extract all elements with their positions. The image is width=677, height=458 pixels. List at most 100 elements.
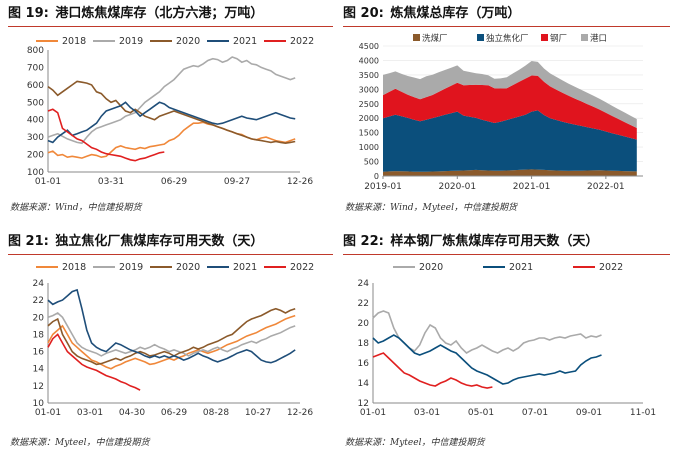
source-note: 数据来源：Myteel，中信建投期货 (10, 438, 150, 448)
figure-number: 图 21: (8, 234, 49, 249)
x-tick-label: 11-01 (630, 408, 656, 418)
series-line-2022 (47, 333, 141, 391)
title-rule (8, 26, 333, 27)
title-rule (343, 254, 670, 255)
figure-title: 炼焦煤总库存（万吨） (390, 6, 521, 21)
y-tick-label: 0 (374, 172, 379, 181)
figure-number: 图 22: (343, 234, 384, 249)
area-独立焦化厂 (383, 110, 637, 172)
panel-fig22: 图 22: 样本钢厂炼焦煤库存可用天数（天） 12 14 16 18 20 22 24 01-… (343, 232, 670, 454)
x-tick-label: 2020-01 (438, 182, 476, 192)
y-tick-label: 14 (33, 365, 45, 375)
y-tick-label: 200 (27, 151, 44, 161)
x-tick-label: 12-26 (287, 177, 313, 187)
legend-label: 2020 (176, 262, 200, 273)
figure-title: 港口炼焦煤库存（北方六港；万吨） (55, 6, 264, 21)
y-tick-label: 16 (358, 359, 370, 369)
x-tick-label: 08-28 (203, 408, 229, 418)
chart-title: 图 22: 样本钢厂炼焦煤库存可用天数（天） (343, 232, 670, 252)
legend-swatch (413, 34, 420, 41)
legend-label: 2021 (233, 262, 257, 273)
y-tick-label: 10 (33, 399, 45, 409)
x-tick-label: 03-31 (98, 177, 124, 187)
y-tick-label: 24 (358, 279, 370, 289)
x-tick-label: 10-27 (245, 408, 271, 418)
area-洗煤厂 (383, 169, 637, 176)
x-tick-label: 04-30 (119, 408, 145, 418)
x-tick-label: 2022-01 (587, 182, 625, 192)
y-tick-label: 2500 (359, 100, 379, 109)
chart-title: 图 19: 港口炼焦煤库存（北方六港；万吨） (8, 4, 333, 24)
source-note: 数据来源：Wind，中信建投期货 (10, 203, 142, 213)
y-tick-label: 18 (33, 330, 45, 340)
legend-label: 2022 (599, 262, 623, 273)
legend-label: 2018 (62, 36, 86, 47)
x-tick-label: 06-29 (161, 177, 187, 187)
y-tick-label: 20 (358, 319, 370, 329)
y-tick-label: 500 (27, 98, 44, 108)
series-line-2019 (47, 56, 296, 145)
y-tick-label: 3000 (359, 85, 379, 94)
y-tick-label: 500 (364, 158, 379, 167)
panel-fig19: 图 19: 港口炼焦煤库存（北方六港；万吨） 100 200 300 400 500 60… (8, 4, 333, 224)
series-line-2018 (47, 314, 296, 370)
x-tick-label: 05-01 (468, 408, 494, 418)
panel-fig21: 图 21: 独立焦化厂焦煤库存可用天数（天） 10 12 14 16 18 20 22 24 0… (8, 232, 333, 454)
y-tick-label: 18 (358, 339, 370, 349)
figure-number: 图 20: (343, 6, 384, 21)
y-tick-label: 4500 (359, 42, 379, 51)
legend-label: 2018 (62, 262, 86, 273)
y-tick-label: 400 (27, 116, 44, 126)
series-line-2021 (47, 288, 296, 364)
x-tick-label: 01-01 (35, 408, 61, 418)
area-钢厂 (383, 75, 637, 140)
x-tick-label: 03-01 (414, 408, 440, 418)
series-line-2022 (372, 352, 493, 389)
x-tick-label: 07-01 (522, 408, 548, 418)
area-港口 (383, 61, 637, 128)
y-tick-label: 3500 (359, 71, 379, 80)
legend-label: 2022 (290, 36, 314, 47)
legend-label: 2021 (233, 36, 257, 47)
y-tick-label: 24 (33, 279, 45, 289)
x-tick-label: 09-27 (224, 177, 250, 187)
y-tick-label: 22 (358, 299, 369, 309)
y-tick-label: 20 (33, 313, 45, 323)
x-tick-label: 03-01 (77, 408, 103, 418)
y-tick-label: 300 (27, 133, 44, 143)
series-line-2022 (47, 108, 165, 162)
chart-title: 图 20: 炼焦煤总库存（万吨） (343, 4, 670, 24)
y-tick-label: 16 (33, 348, 45, 358)
series-line-2019 (47, 312, 296, 357)
legend-label: 2020 (419, 262, 443, 273)
x-tick-label: 06-29 (161, 408, 187, 418)
y-tick-label: 14 (358, 379, 370, 389)
title-rule (343, 26, 670, 27)
y-tick-label: 4000 (359, 56, 379, 65)
legend-label: 2019 (119, 262, 143, 273)
y-tick-label: 2000 (359, 114, 379, 123)
legend-label: 2020 (176, 36, 200, 47)
series-line-2021 (372, 334, 602, 385)
y-tick-label: 100 (27, 168, 44, 178)
legend-label: 钢厂 (550, 33, 567, 44)
series-line-2020 (47, 307, 296, 366)
legend-label: 洗煤厂 (422, 33, 448, 44)
x-tick-label: 09-01 (576, 408, 602, 418)
legend-label: 2019 (119, 36, 143, 47)
x-tick-label: 2019-01 (364, 182, 402, 192)
x-tick-label: 12-26 (287, 408, 313, 418)
chart-title: 图 21: 独立焦化厂焦煤库存可用天数（天） (8, 232, 333, 252)
x-tick-label: 2021-01 (513, 182, 551, 192)
x-tick-label: 01-01 (360, 408, 386, 418)
y-tick-label: 12 (358, 399, 369, 409)
source-note: 数据来源：Myteel，中信建投期货 (345, 438, 485, 448)
chart-fig19: 100 200 300 400 500 600 700 800 01-01 03-31 06-29 0… (27, 36, 314, 187)
y-tick-label: 700 (27, 63, 44, 73)
source-note: 数据来源：Wind，Myteel，中信建投期货 (345, 203, 517, 213)
legend-label: 2022 (290, 262, 314, 273)
series-line-2020 (47, 80, 296, 145)
legend-swatch (581, 34, 588, 41)
